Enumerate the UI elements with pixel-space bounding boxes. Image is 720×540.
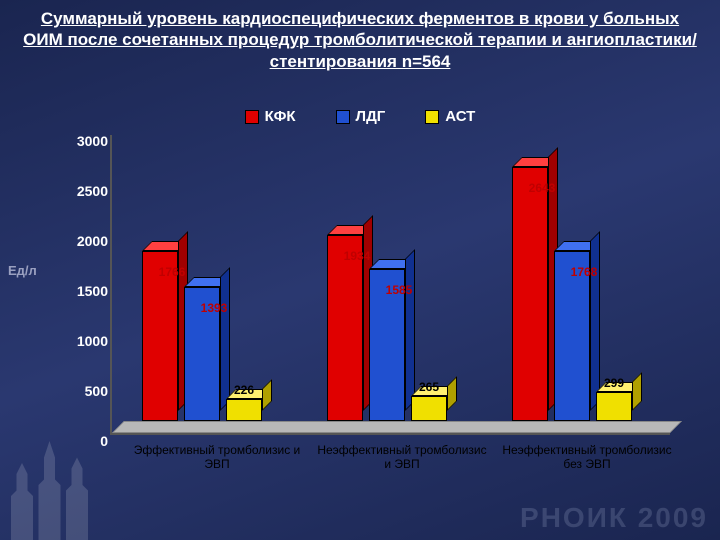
value-label: 299 — [589, 376, 639, 390]
value-label: 265 — [404, 380, 454, 394]
value-label: 1585 — [374, 283, 424, 297]
legend-item: КФК — [245, 108, 296, 125]
legend-label: КФК — [265, 108, 296, 125]
legend-label: ЛДГ — [356, 108, 386, 125]
chart-area: КФКЛДГАСТ Ед/л 0500100015002000250030001… — [50, 108, 670, 488]
bar — [596, 392, 632, 421]
category-label: Неэффективный тромболизис без ЭВП — [502, 443, 672, 471]
bar — [512, 167, 548, 421]
value-label: 2643 — [517, 181, 567, 195]
y-tick-label: 500 — [60, 383, 108, 399]
y-tick-label: 1500 — [60, 283, 108, 299]
legend-swatch-icon — [336, 110, 350, 124]
value-label: 1766 — [147, 265, 197, 279]
bar — [411, 396, 447, 421]
chart-title: Суммарный уровень кардиоспецифических фе… — [0, 0, 720, 76]
legend-item: АСТ — [425, 108, 475, 125]
value-label: 1393 — [189, 301, 239, 315]
kremlin-silhouette-icon — [0, 430, 110, 540]
y-tick-label: 1000 — [60, 333, 108, 349]
category-label: Неэффективный тромболизис и ЭВП — [317, 443, 487, 471]
value-label: 1934 — [332, 249, 382, 263]
y-tick-label: 3000 — [60, 133, 108, 149]
legend-swatch-icon — [425, 110, 439, 124]
y-tick-label: 2000 — [60, 233, 108, 249]
y-axis-label: Ед/л — [8, 263, 37, 278]
plot-area: 05001000150020002500300017661393226Эффек… — [110, 135, 670, 435]
category-label: Эффективный тромболизис и ЭВП — [132, 443, 302, 471]
value-label: 1768 — [559, 265, 609, 279]
legend-label: АСТ — [445, 108, 475, 125]
y-tick-label: 2500 — [60, 183, 108, 199]
watermark: РНОИК 2009 — [520, 502, 708, 534]
legend-item: ЛДГ — [336, 108, 386, 125]
legend: КФК ЛДГ АСТ — [50, 108, 670, 125]
legend-swatch-icon — [245, 110, 259, 124]
plot-floor — [112, 421, 682, 433]
value-label: 226 — [219, 383, 269, 397]
bar — [226, 399, 262, 421]
